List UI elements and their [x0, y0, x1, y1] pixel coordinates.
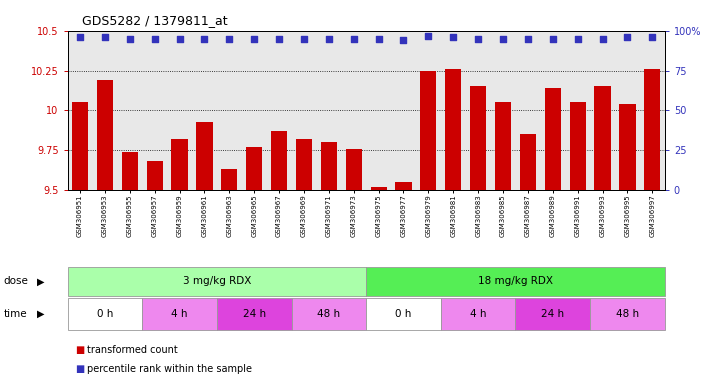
Point	[473, 36, 484, 42]
Bar	[470, 86, 486, 190]
Bar	[520, 134, 536, 190]
Point	[224, 36, 235, 42]
Point	[572, 36, 584, 42]
Point	[75, 34, 86, 40]
Text: 4 h: 4 h	[171, 309, 188, 319]
Bar	[271, 131, 287, 190]
Bar	[370, 187, 387, 190]
Text: 3 mg/kg RDX: 3 mg/kg RDX	[183, 276, 251, 286]
Point	[373, 36, 385, 42]
Bar	[171, 139, 188, 190]
Bar	[515, 298, 590, 330]
Text: time: time	[4, 309, 27, 319]
Bar	[590, 298, 665, 330]
Text: GDS5282 / 1379811_at: GDS5282 / 1379811_at	[82, 14, 228, 27]
Text: 24 h: 24 h	[242, 309, 266, 319]
Text: ▶: ▶	[37, 276, 45, 286]
Bar	[246, 147, 262, 190]
Text: ■: ■	[75, 345, 84, 355]
Text: 48 h: 48 h	[317, 309, 341, 319]
Point	[622, 34, 634, 40]
Bar	[296, 139, 312, 190]
Bar	[122, 152, 138, 190]
Text: 0 h: 0 h	[97, 309, 113, 319]
Bar	[441, 298, 515, 330]
Point	[498, 36, 509, 42]
Bar	[221, 169, 237, 190]
Bar	[644, 69, 661, 190]
Bar	[366, 298, 441, 330]
Point	[249, 36, 260, 42]
Bar	[142, 298, 217, 330]
Bar	[570, 103, 586, 190]
Text: 18 mg/kg RDX: 18 mg/kg RDX	[478, 276, 553, 286]
Bar	[196, 122, 213, 190]
Point	[647, 34, 658, 40]
Bar	[292, 298, 366, 330]
Point	[547, 36, 559, 42]
Point	[448, 34, 459, 40]
Point	[124, 36, 136, 42]
Text: percentile rank within the sample: percentile rank within the sample	[87, 364, 252, 374]
Text: ▶: ▶	[37, 309, 45, 319]
Text: 4 h: 4 h	[470, 309, 486, 319]
Bar	[146, 161, 163, 190]
Bar	[420, 71, 437, 190]
Bar	[72, 103, 88, 190]
Point	[149, 36, 161, 42]
Text: transformed count: transformed count	[87, 345, 178, 355]
Text: 0 h: 0 h	[395, 309, 412, 319]
Point	[398, 37, 410, 43]
Bar	[545, 88, 561, 190]
Bar	[217, 298, 292, 330]
Text: dose: dose	[4, 276, 28, 286]
Bar	[346, 149, 362, 190]
Text: 48 h: 48 h	[616, 309, 639, 319]
Bar	[366, 267, 665, 296]
Point	[597, 36, 609, 42]
Bar	[495, 103, 511, 190]
Point	[199, 36, 210, 42]
Point	[348, 36, 360, 42]
Text: ■: ■	[75, 364, 84, 374]
Bar	[445, 69, 461, 190]
Text: 24 h: 24 h	[541, 309, 565, 319]
Bar	[594, 86, 611, 190]
Bar	[619, 104, 636, 190]
Point	[174, 36, 186, 42]
Point	[423, 32, 434, 38]
Point	[274, 36, 285, 42]
Point	[100, 34, 111, 40]
Bar	[97, 80, 113, 190]
Point	[324, 36, 335, 42]
Point	[522, 36, 533, 42]
Bar	[68, 298, 142, 330]
Point	[299, 36, 310, 42]
Bar	[68, 267, 366, 296]
Bar	[395, 182, 412, 190]
Bar	[321, 142, 337, 190]
